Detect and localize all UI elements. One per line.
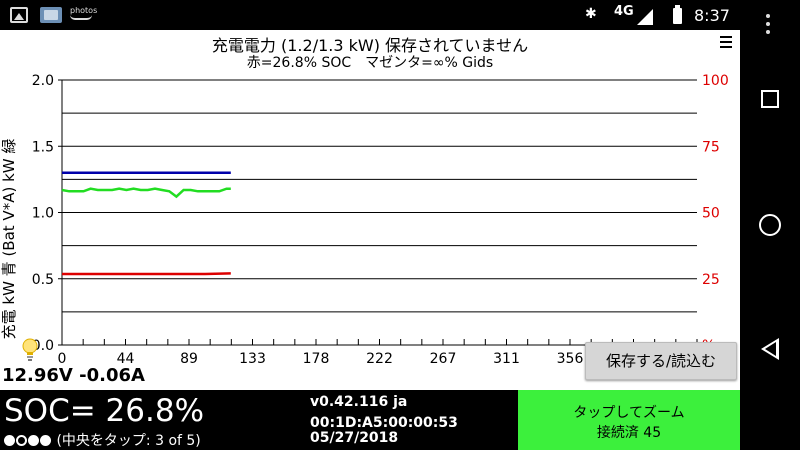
series-line-green [61, 187, 231, 199]
page-dot-filled-icon [28, 435, 39, 446]
y2-tick-label: 100 [702, 74, 729, 89]
page-indicator[interactable]: (中央をタップ: 3 of 5) [4, 430, 201, 450]
photos-smile-icon [70, 15, 92, 20]
x-tick-label: 0 [58, 351, 67, 364]
device-id: 00:1D:A5:00:00:53 [310, 415, 458, 431]
network-type: 4G [614, 4, 634, 19]
page-dot-empty-icon [16, 435, 27, 446]
page-dot-filled-icon [40, 435, 51, 446]
x-tick-label: 178 [303, 351, 330, 364]
status-bar: photos ✱ 4G 8:37 [0, 0, 740, 30]
gallery-notification-icon [10, 7, 28, 23]
y2-tick-label: 50 [702, 206, 720, 222]
chart-title: 充電電力 (1.2/1.3 kW) 保存されていません [211, 36, 529, 55]
y-tick-label: 2.0 [32, 74, 54, 89]
x-tick-label: 222 [366, 351, 393, 364]
x-tick-label: 89 [180, 351, 198, 364]
page-dot-filled-icon [4, 435, 15, 446]
battery-icon [673, 5, 682, 24]
y-tick-label: 1.0 [32, 206, 54, 222]
soc-readout[interactable]: SOC= 26.8% [4, 393, 205, 429]
x-tick-label: 267 [430, 351, 457, 364]
y-tick-label: 1.5 [32, 139, 54, 155]
zoom-label: タップしてズーム [573, 405, 685, 421]
signal-icon [637, 9, 653, 25]
back-button[interactable] [761, 338, 779, 360]
overflow-menu-icon[interactable] [720, 36, 732, 50]
lightbulb-icon[interactable] [22, 338, 38, 362]
y-tick-label: 0.0 [32, 338, 54, 354]
x-tick-label: 133 [239, 351, 266, 364]
x-tick-label: 311 [493, 351, 520, 364]
voltage-current-readout: 12.96V -0.06A [2, 365, 145, 386]
y-axis-label: 充電 kW 青 (Bat V*A) kW 緑 [0, 138, 18, 340]
system-menu-icon[interactable] [766, 14, 770, 38]
app-version: v0.42.116 ja [310, 394, 408, 410]
recents-button[interactable] [761, 90, 779, 108]
chart-subtitle: 赤=26.8% SOC マゼンタ=∞% Gids [246, 55, 494, 71]
y2-tick-label: 25 [702, 272, 720, 288]
y-tick-label: 0.5 [32, 272, 54, 288]
x-tick-label: 356 [557, 351, 584, 364]
app-content: 充電電力 (1.2/1.3 kW) 保存されていません 赤=26.8% SOC … [0, 30, 740, 390]
photo-notification-icon [40, 7, 62, 23]
save-load-button[interactable]: 保存する/読込む [585, 342, 737, 380]
tap-hint-text: (中央をタップ: 3 of 5) [56, 433, 201, 449]
y2-tick-label: 75 [702, 139, 720, 155]
tap-to-zoom-button[interactable]: タップしてズーム 接続済 45 [518, 390, 740, 450]
series-line-red [62, 272, 231, 276]
charge-power-chart[interactable]: 0.00.51.01.52.0%255075100044891331782222… [0, 74, 740, 364]
connection-status: 接続済 45 [596, 425, 662, 441]
footer-bar: SOC= 26.8% (中央をタップ: 3 of 5) v0.42.116 ja… [0, 390, 740, 450]
photos-notification-label: photos [70, 6, 98, 15]
date-readout: 05/27/2018 [310, 430, 399, 446]
clock: 8:37 [694, 6, 730, 25]
bluetooth-icon: ✱ [585, 6, 597, 22]
chart-canvas: 0.00.51.01.52.0%255075100044891331782222… [32, 74, 729, 364]
x-tick-label: 44 [117, 351, 135, 364]
navigation-bar [740, 0, 800, 450]
home-button[interactable] [759, 214, 781, 236]
